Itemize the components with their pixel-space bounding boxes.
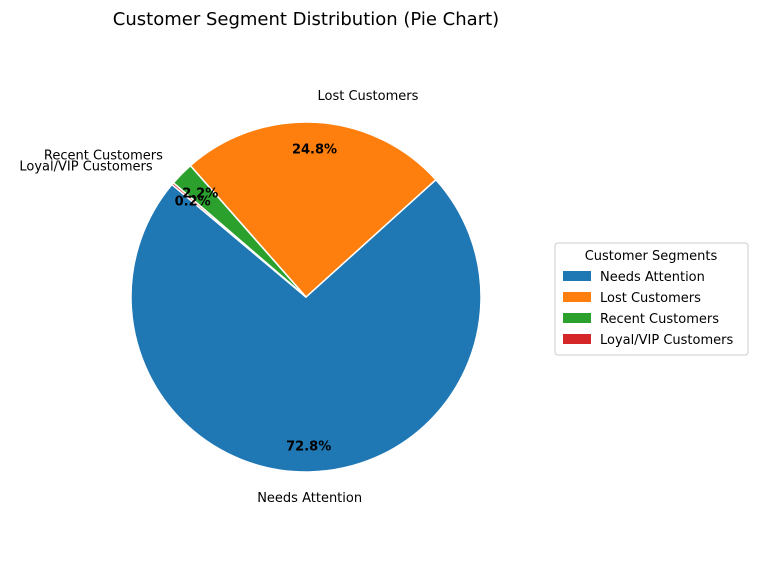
legend-swatch-loyal-vip-customers [563, 334, 591, 344]
slice-label-needs-attention: Needs Attention [257, 491, 362, 506]
percentage-labels: 72.8% 24.8% 2.2%0.2% [175, 142, 337, 454]
slice-label-recent-customers: Recent Customers [44, 148, 163, 163]
legend-label-lost-customers: Lost Customers [600, 291, 701, 306]
legend-swatch-needs-attention [563, 271, 591, 281]
legend-swatch-lost-customers [563, 292, 591, 302]
slice-labels: Needs Attention Lost Customers Recent Cust… [19, 89, 418, 506]
pie-slice-needs-attention [130, 178, 482, 473]
legend-label-loyal-vip-customers: Loyal/VIP Customers [600, 333, 733, 348]
legend-frame [554, 242, 749, 356]
slice-percentage-needs-attention: 72.8% [286, 440, 331, 455]
legend-swatch-recent-customers [563, 313, 591, 323]
chart-title: Customer Segment Distribution (Pie Chart… [113, 9, 499, 30]
slice-percentage-recent-customers: 2.2% [182, 186, 218, 201]
slice-percentage-lost-customers: 24.8% [292, 142, 337, 157]
pie-slice-loyal-vip-customers [170, 181, 307, 298]
slice-percentage-loyal-vip-customers: 0.2% [175, 195, 211, 210]
legend-label-needs-attention: Needs Attention [600, 270, 705, 285]
legend-title: Customer Segments [585, 249, 718, 264]
pie-slice-lost-customers [189, 121, 437, 299]
legend: Customer Segments Needs Attention Lost Cu… [554, 242, 749, 356]
legend-label-recent-customers: Recent Customers [600, 312, 719, 327]
slice-label-loyal-vip-customers: Loyal/VIP Customers [19, 160, 152, 175]
slice-label-lost-customers: Lost Customers [318, 89, 419, 104]
pie-slices [130, 121, 482, 473]
